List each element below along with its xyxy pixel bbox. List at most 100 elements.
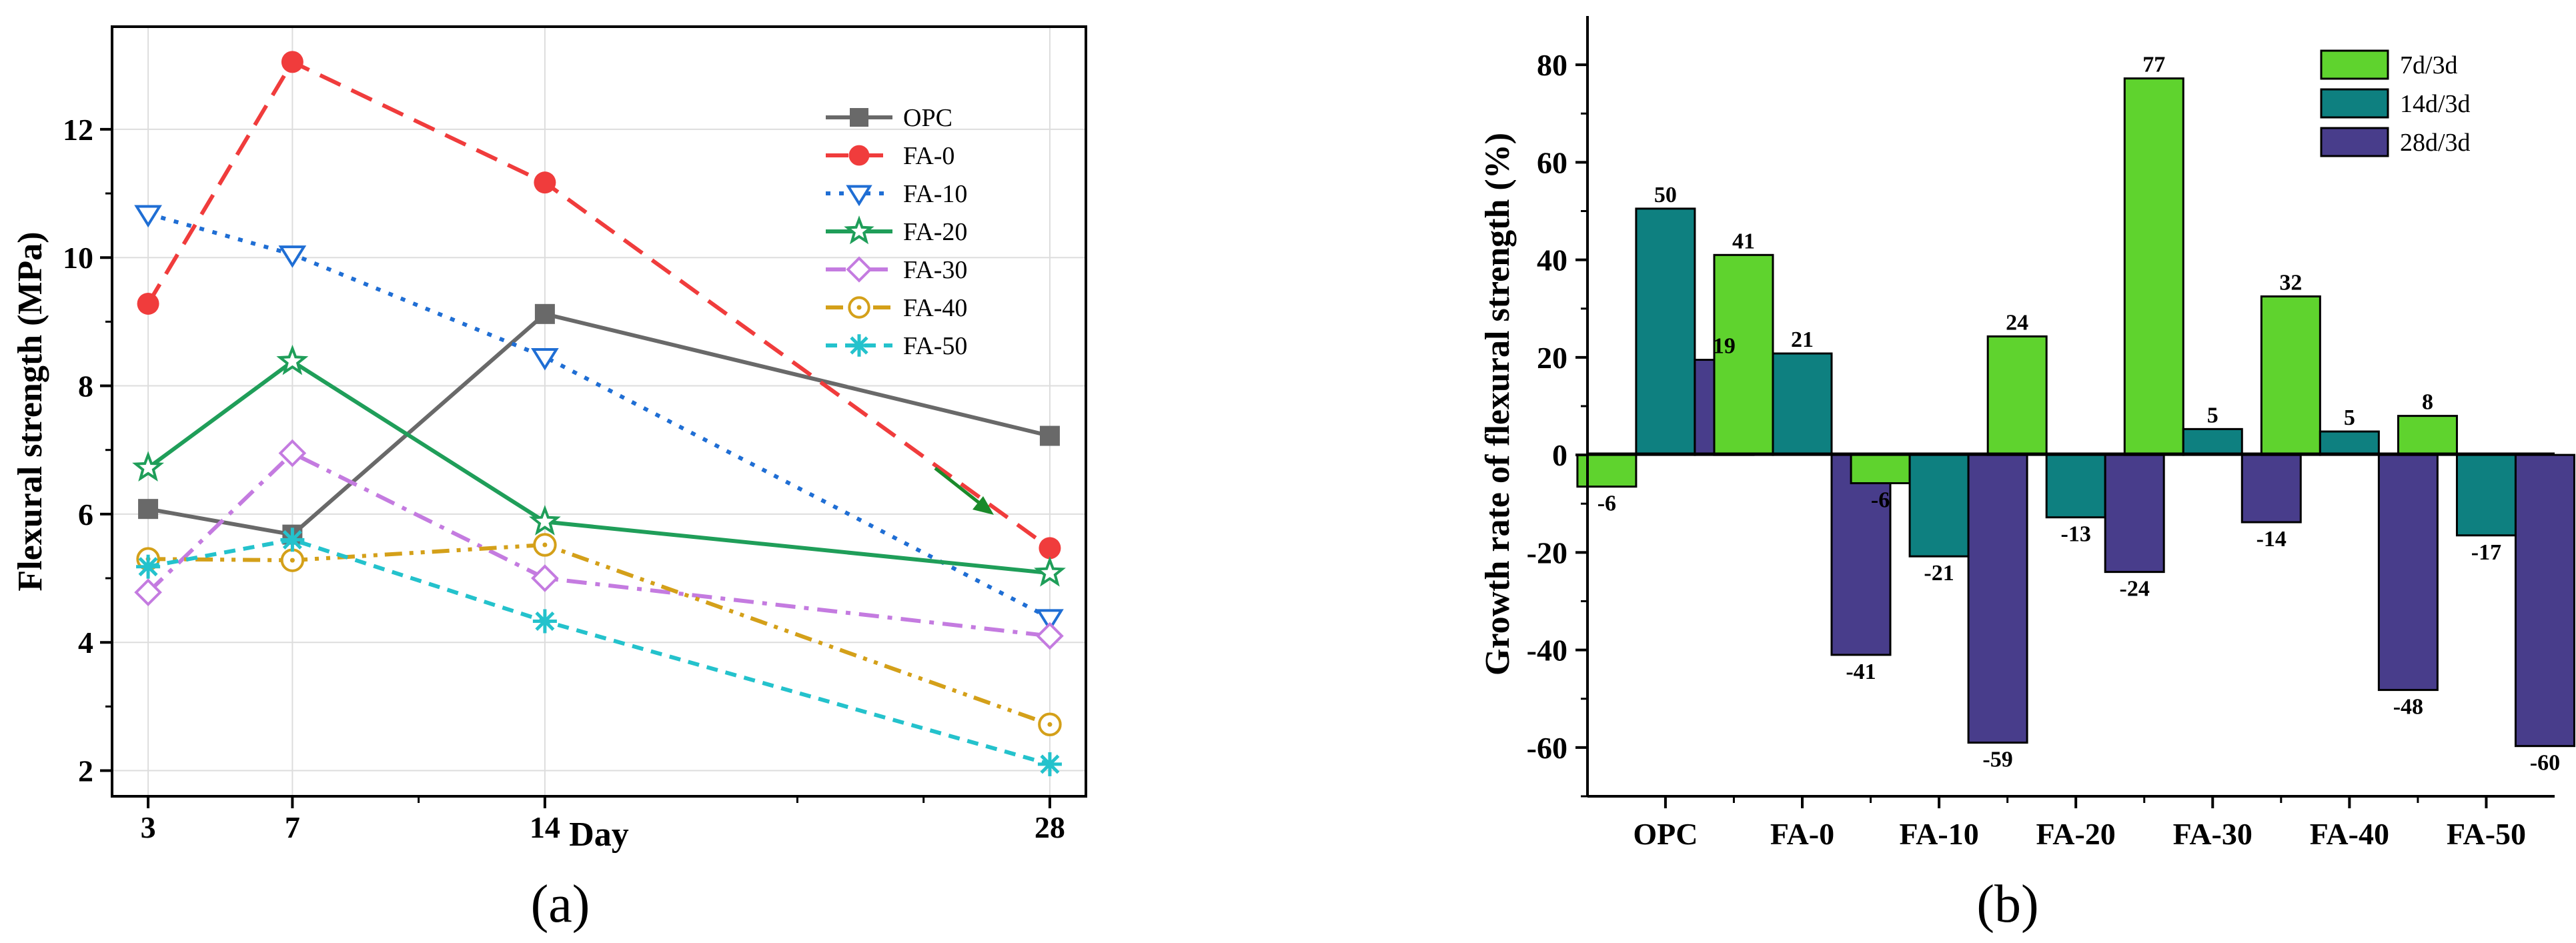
bar-fa-10-28d-3d (1967, 453, 2028, 744)
legend-label: FA-20 (903, 218, 967, 246)
marker-dot (856, 305, 862, 310)
data-point-fa-10 (134, 205, 162, 228)
y-tick-label: -60 (1527, 731, 1567, 765)
data-point-fa-10 (531, 348, 559, 371)
legend-label: FA-40 (903, 294, 967, 322)
legend-item-7d-3d: 7d/3d (2320, 49, 2458, 80)
data-point-fa-0 (137, 292, 159, 315)
legend-item-fa-30: FA-30 (826, 256, 967, 284)
data-point-fa-20 (1034, 556, 1066, 587)
bar-value-label: -24 (2120, 577, 2150, 602)
bar-opc-14d-3d (1635, 207, 1696, 456)
data-point-fa-30 (134, 578, 162, 607)
y-tick-label: -40 (1527, 634, 1567, 668)
bar-fa-10-14d-3d (1908, 453, 1970, 558)
marker-stroke (282, 530, 302, 550)
data-point-fa-0 (534, 171, 556, 194)
data-point-fa-20 (528, 505, 561, 536)
data-point-fa-30 (1036, 622, 1064, 650)
legend-item-fa-40: FA-40 (826, 294, 967, 322)
legend-item-28d-3d: 28d/3d (2320, 127, 2471, 157)
legend-label: 28d/3d (2400, 129, 2471, 157)
line-chart-gridlines (112, 27, 1086, 796)
line-chart-plot-area (111, 25, 1087, 798)
bar-fa-20-14d-3d (2045, 453, 2106, 519)
y-tick-label: 6 (78, 498, 93, 532)
x-tick-label: OPC (1633, 817, 1698, 851)
y-tick-label: 10 (63, 241, 93, 275)
marker-stroke (138, 557, 158, 577)
bar-value-label: -60 (2530, 751, 2560, 776)
bar-value-label: 5 (2344, 405, 2355, 430)
series-line-fa-0 (146, 59, 1051, 550)
legend-marker (850, 108, 868, 127)
data-point-fa-50 (280, 528, 305, 552)
marker-dot (289, 558, 295, 563)
bar-fa-30-7d-3d (2123, 77, 2184, 456)
bar-chart-bars (1576, 77, 2575, 748)
bar-value-label: -14 (2257, 527, 2287, 552)
line-chart-y-axis-title: Flexural strength (MPa) (11, 231, 49, 591)
legend-marker (846, 185, 872, 207)
legend-marker (848, 334, 870, 357)
legend-item-14d-3d: 14d/3d (2320, 88, 2471, 119)
series-line-fa-50 (147, 538, 1051, 766)
data-point-opc (534, 303, 555, 324)
bar-value-label: 8 (2422, 390, 2433, 415)
marker-dot (542, 542, 548, 548)
legend-marker (848, 145, 870, 166)
y-tick-label: 60 (1537, 145, 1567, 179)
legend-item-fa-20: FA-20 (826, 215, 967, 246)
bar-fa-50-14d-3d (2455, 453, 2517, 537)
data-point-fa-40 (1038, 712, 1062, 737)
bar-fa-50-28d-3d (2514, 453, 2575, 748)
series-fa-20 (132, 344, 1066, 587)
series-fa-40 (136, 533, 1062, 737)
data-point-fa-20 (132, 451, 164, 482)
bar-value-label: -21 (1924, 561, 1954, 586)
legend-label: FA-50 (903, 332, 967, 360)
bar-fa-10-7d-3d (1850, 453, 1911, 485)
x-tick-label: 28 (1035, 810, 1065, 844)
x-tick-label: FA-40 (2310, 817, 2389, 851)
bar-fa-0-14d-3d (1772, 352, 1833, 456)
series-line-fa-20 (147, 359, 1051, 576)
data-point-fa-0 (281, 51, 303, 73)
trend-arrow (934, 467, 994, 515)
data-point-opc (1039, 425, 1060, 446)
y-tick-label: 20 (1537, 341, 1567, 375)
x-tick-label: FA-20 (2036, 817, 2116, 851)
legend-item-fa-10: FA-10 (826, 180, 967, 208)
trend-arrow-shaft (934, 467, 981, 504)
data-point-fa-0 (1039, 537, 1061, 560)
legend-label: FA-0 (903, 142, 954, 170)
bar-value-label: -6 (1597, 492, 1616, 516)
data-point-fa-30 (278, 439, 307, 467)
line-chart-series (132, 51, 1066, 776)
legend-swatch (2320, 127, 2389, 157)
y-tick-label: 0 (1552, 438, 1567, 472)
series-fa-10 (134, 205, 1064, 632)
bar-chart-axis-ticks: -60 -40 -20 0 20 40 60 80 OPC FA-0 FA-10 FA-20 FA-30… (1527, 48, 2526, 851)
legend-label: 14d/3d (2400, 90, 2471, 118)
data-point-fa-30 (531, 564, 559, 592)
x-tick-label: FA-50 (2447, 817, 2526, 851)
bar-value-label: -41 (1846, 660, 1876, 684)
y-tick-label: 8 (78, 369, 93, 403)
x-tick-label: 3 (141, 810, 156, 844)
legend-label: FA-30 (903, 256, 967, 284)
bar-fa-20-7d-3d (1986, 335, 2048, 456)
legend-marker (846, 256, 872, 283)
data-point-fa-50 (1037, 752, 1062, 776)
bar-fa-20-28d-3d (2104, 453, 2165, 574)
bar-value-label: 5 (2207, 403, 2218, 427)
bar-value-label: 24 (2006, 310, 2028, 335)
data-point-fa-40 (533, 533, 557, 557)
y-tick-label: 4 (78, 626, 93, 660)
bar-chart-value-labels: -6 50 19 41 21 -41 -6 -21 -59 24 -13 -24 77 5 -14 32 5 -4… (1597, 53, 2560, 776)
legend-swatch (2320, 88, 2389, 119)
bar-value-label: 77 (2142, 53, 2165, 77)
bar-value-label: 32 (2279, 270, 2302, 295)
trend-arrow-head (973, 496, 994, 515)
